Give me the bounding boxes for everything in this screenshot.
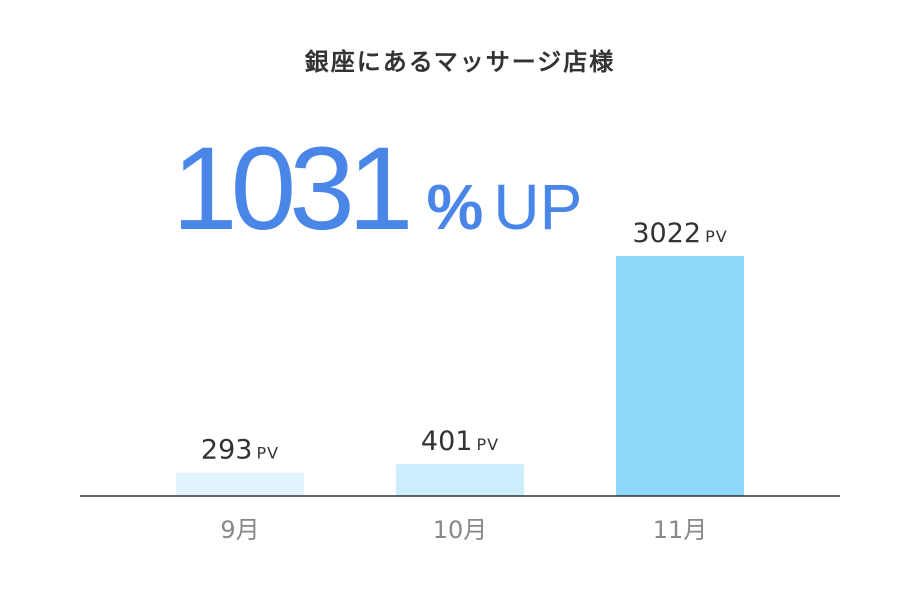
- bar: [616, 256, 744, 496]
- bar: [176, 472, 304, 496]
- bar-value-unit: PV: [256, 444, 279, 463]
- headline-value: 1031: [172, 123, 414, 255]
- headline-stat: 1031% UP: [172, 130, 582, 248]
- bar-value-unit: PV: [705, 227, 728, 246]
- headline-percent-sign: %: [426, 171, 484, 243]
- bar-value-label: 3022 PV: [632, 218, 727, 249]
- bar-value-number: 401: [421, 426, 473, 457]
- bar-value-label: 293 PV: [201, 435, 279, 466]
- headline-suffix: UP: [493, 171, 583, 243]
- x-tick-label: 10月: [433, 516, 488, 544]
- bar-value-number: 3022: [632, 218, 701, 249]
- bar-value-unit: PV: [476, 435, 499, 454]
- bar-value-number: 293: [201, 435, 253, 466]
- bar: [396, 464, 524, 496]
- bar-value-label: 401 PV: [421, 426, 499, 457]
- x-tick-label: 11月: [653, 516, 708, 544]
- x-tick-label: 9月: [220, 516, 259, 544]
- chart-title: 銀座にあるマッサージ店様: [304, 48, 616, 76]
